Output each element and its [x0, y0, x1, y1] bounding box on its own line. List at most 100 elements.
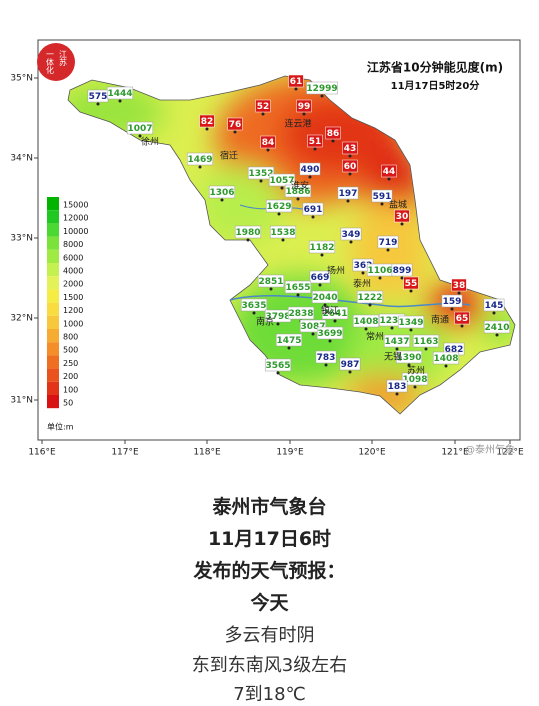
station-box	[234, 225, 262, 239]
place-name: 南通	[431, 314, 449, 326]
legend-label: 15000	[63, 201, 88, 210]
station-dot	[349, 240, 353, 244]
station-dot	[259, 179, 263, 183]
legend-swatch	[47, 210, 59, 224]
legend-swatch	[47, 342, 59, 356]
station-box	[284, 184, 312, 198]
legend-label: 250	[63, 359, 78, 368]
station-box	[309, 270, 331, 284]
station-value: 719	[379, 238, 398, 248]
station-box	[268, 173, 296, 187]
station-value: 1538	[270, 228, 295, 238]
station-box	[337, 186, 359, 200]
station-dot	[390, 326, 394, 330]
legend-swatch	[47, 355, 59, 369]
lon-tick-label: 118°E	[193, 448, 221, 458]
station-box	[260, 135, 276, 149]
lon-tick-label: 119°E	[276, 448, 304, 458]
issue-time: 11月17日6时	[207, 528, 332, 550]
station-value: 1655	[285, 283, 310, 293]
legend-label: 200	[63, 372, 78, 381]
logo-badge	[37, 43, 75, 81]
station-value: 1886	[285, 187, 310, 197]
temperature: 7到18℃	[233, 684, 306, 705]
station-dot	[269, 287, 273, 291]
station-dot	[252, 311, 256, 315]
logo-left: 一体化	[46, 50, 55, 75]
weather: 多云有时阴	[224, 625, 315, 646]
station-value: 38	[453, 281, 466, 291]
station-box	[395, 350, 423, 364]
station-value: 3565	[265, 361, 290, 371]
legend-label: 2000	[63, 280, 83, 289]
station-dot	[380, 202, 384, 206]
station-dot	[409, 289, 413, 293]
station-value: 43	[344, 144, 357, 154]
place-name: 淮安	[291, 180, 309, 192]
lat-tick-label: 34°N	[10, 154, 33, 164]
station-value: 1437	[384, 337, 409, 347]
station-value: 669	[311, 273, 330, 283]
station-box	[269, 225, 297, 239]
station-dot	[364, 327, 368, 331]
station-box	[441, 294, 463, 308]
station-value: 61	[290, 77, 303, 87]
legend-swatch	[47, 223, 59, 237]
station-value: 82	[201, 117, 214, 127]
station-value: 3635	[241, 301, 266, 311]
place-name: 无锡	[384, 352, 402, 363]
station-box	[208, 185, 236, 199]
station-value: 1390	[396, 353, 421, 363]
station-value: 362	[354, 261, 373, 271]
station-dot	[450, 307, 454, 311]
lon-tick-label: 122°E	[496, 448, 524, 458]
lon-tick-label: 117°E	[111, 448, 139, 458]
lat-tick-label: 31°N	[10, 396, 33, 406]
station-dot	[495, 333, 499, 337]
station-box	[401, 372, 429, 386]
station-box	[306, 81, 338, 95]
station-dot	[368, 303, 372, 307]
station-value: 591	[373, 192, 392, 202]
station-dot	[118, 99, 122, 103]
station-value: 51	[309, 137, 322, 147]
station-value: 145	[485, 301, 504, 311]
station-box	[483, 298, 505, 312]
station-box	[307, 134, 323, 148]
station-dot	[346, 199, 350, 203]
station-value: 183	[388, 382, 407, 392]
station-value: 76	[229, 120, 242, 130]
legend-label: 500	[63, 346, 78, 355]
station-box	[352, 314, 380, 328]
station-value: 60	[344, 162, 357, 172]
legend-swatch	[47, 263, 59, 277]
station-dot	[205, 127, 209, 131]
station-box	[287, 306, 315, 320]
place-name: 镇江	[321, 305, 339, 317]
station-dot	[281, 238, 285, 242]
station-value: 86	[327, 129, 340, 139]
station-dot	[331, 139, 335, 143]
station-dot	[395, 347, 399, 351]
station-value: 987	[341, 360, 360, 370]
station-value: 197	[339, 189, 358, 199]
legend-label: 100	[63, 385, 78, 394]
station-dot	[287, 346, 291, 350]
station-dot	[311, 332, 315, 336]
place-name: 连云港	[284, 118, 311, 130]
station-value: 1475	[276, 336, 301, 346]
station-dot	[400, 222, 404, 226]
station-value: 1007	[127, 124, 152, 134]
station-dot	[280, 186, 284, 190]
station-box	[483, 320, 511, 334]
station-value: 1163	[413, 337, 438, 347]
legend-label: 1500	[63, 293, 83, 302]
legend-swatch	[47, 329, 59, 343]
station-dot	[395, 392, 399, 396]
logo-right: 江苏	[59, 50, 68, 67]
station-box	[356, 290, 384, 304]
legend-label: 12000	[63, 214, 88, 223]
legend-label: 8000	[63, 240, 83, 249]
legend-swatch	[47, 249, 59, 263]
station-box	[325, 126, 341, 140]
